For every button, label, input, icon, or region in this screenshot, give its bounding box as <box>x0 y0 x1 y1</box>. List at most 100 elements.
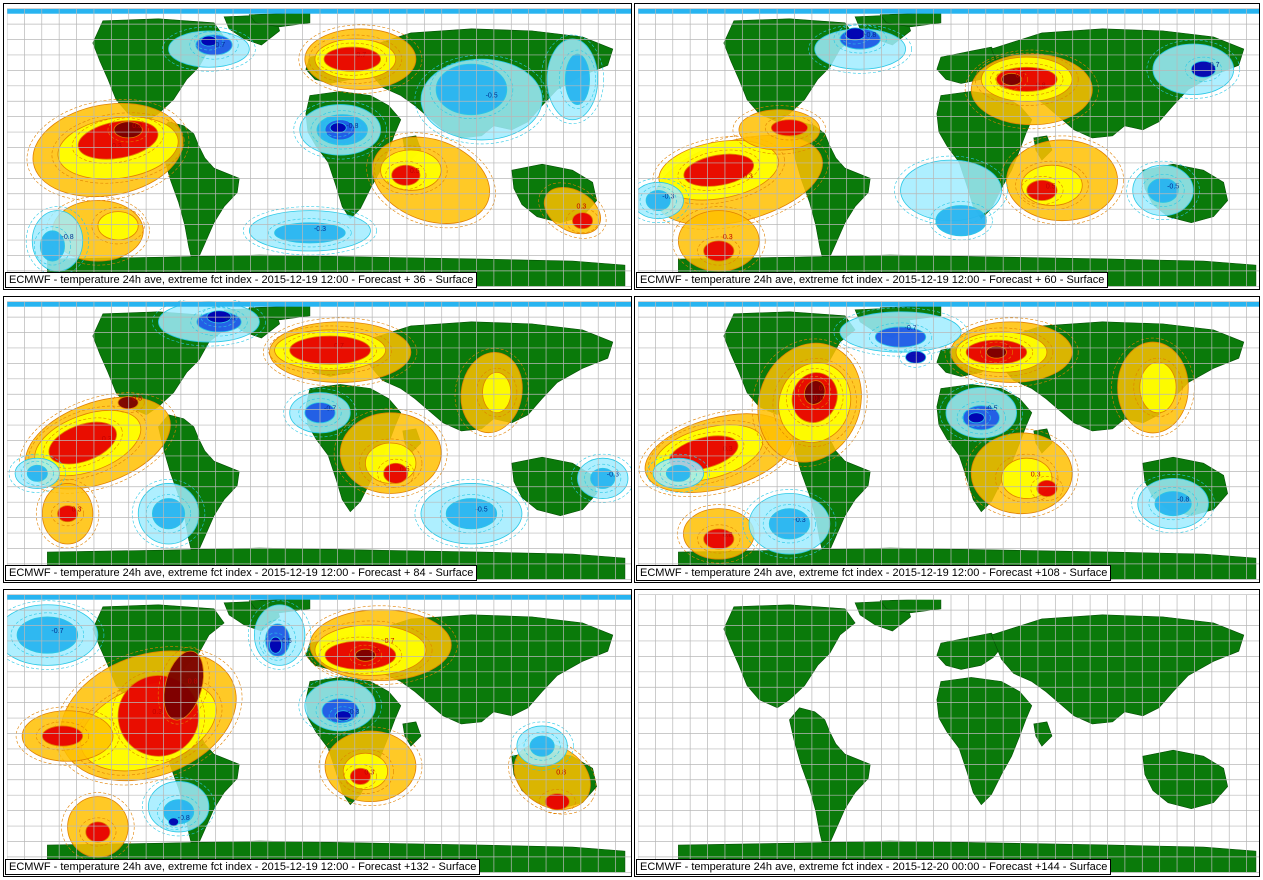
contour-value-label: -0.8 <box>864 32 876 39</box>
land-mass <box>158 414 240 557</box>
contour-line <box>328 706 358 726</box>
eff-field-layer <box>638 307 1215 564</box>
warm-anomaly-region <box>544 793 570 811</box>
contour-value-label: 0.3 <box>576 204 586 211</box>
polar-band <box>638 8 1259 14</box>
contour-line <box>377 458 415 488</box>
cold-anomaly-region <box>529 735 555 757</box>
land-mass <box>936 632 1002 670</box>
cold-anomaly-region <box>564 53 590 105</box>
world-map: 0.30.80.70.50.30.8-0.7-0.5-0.3-0.8 <box>638 301 1259 580</box>
cold-anomaly-region <box>844 27 866 41</box>
eff-field-layer <box>8 300 631 549</box>
contour-line <box>672 206 766 276</box>
contour-line <box>259 619 297 661</box>
contour-line <box>317 42 387 76</box>
contour-line <box>964 428 1079 519</box>
warm-anomaly-region <box>1001 72 1023 86</box>
contour-value-label: -0.5 <box>486 93 498 100</box>
contour-line <box>333 408 448 498</box>
warm-anomaly-region <box>354 648 376 662</box>
contour-value-label: -0.8 <box>62 234 74 241</box>
contour-value-label: -0.5 <box>1167 183 1179 190</box>
contour-line <box>979 341 1013 363</box>
contour-line <box>268 218 352 248</box>
graticule <box>7 594 631 873</box>
warm-anomaly-region <box>803 380 826 405</box>
contour-line <box>20 460 54 486</box>
contour-line <box>454 348 529 438</box>
contour-line <box>318 726 423 806</box>
contour-line <box>764 115 814 141</box>
contour-labels: 0.3 0.8 0.7 0.5 0.3 0.8 -0.7 -0.5 -0.3 -0.8 <box>723 325 1190 539</box>
contour-line <box>152 300 266 347</box>
warm-anomaly-region <box>41 725 84 747</box>
warm-anomaly-region <box>703 240 735 262</box>
contour-line <box>263 317 418 387</box>
land-mass <box>1033 721 1053 747</box>
contour-value-label: 0.8 <box>132 123 142 130</box>
contour-value-label: -0.7 <box>905 325 917 332</box>
contour-line <box>798 376 832 409</box>
land-mass <box>990 614 1245 725</box>
contour-line <box>162 26 256 72</box>
contour-line <box>476 368 518 418</box>
contour-line <box>308 620 433 680</box>
contour-value-label: 0.7 <box>819 386 829 393</box>
contour-value-label: -0.3 <box>793 517 805 524</box>
contour-line <box>190 307 248 337</box>
graticule <box>638 8 1259 287</box>
contour-line <box>868 322 933 352</box>
contour-value-label: 0.3 <box>364 769 374 776</box>
contour-line <box>959 335 1034 369</box>
cold-anomaly-region <box>905 350 927 364</box>
contour-line <box>732 105 827 155</box>
contour-line <box>772 358 857 448</box>
contour-line <box>10 612 85 658</box>
warm-anomaly-region <box>1026 179 1058 201</box>
contour-line <box>1030 476 1064 501</box>
cold-anomaly-region <box>768 508 811 540</box>
contour-value-label: -0.8 <box>178 815 190 822</box>
contour-value-label: 0.5 <box>369 648 379 655</box>
contour-value-label: 0.3 <box>112 143 122 150</box>
contour-line <box>111 392 145 414</box>
contour-line <box>649 130 829 230</box>
contour-line <box>833 24 887 54</box>
contour-line <box>283 331 377 369</box>
contour-line <box>15 706 120 766</box>
cold-anomaly-region <box>874 326 927 348</box>
contour-value-label: -0.3 <box>662 193 674 200</box>
contour-line <box>189 30 239 60</box>
contour-line <box>194 31 224 51</box>
contour-line <box>571 453 631 503</box>
cold-anomaly-region <box>1147 177 1179 203</box>
contour-line <box>785 368 844 428</box>
cold-anomaly-region <box>26 464 48 482</box>
contour-line <box>79 817 117 847</box>
panel-caption: ECMWF - temperature 24h ave, extreme fct… <box>5 859 481 875</box>
polar-band <box>7 301 631 307</box>
contour-line <box>1015 160 1089 210</box>
contour-value-label: 0.8 <box>556 769 566 776</box>
contour-line <box>318 636 403 674</box>
contour-value-label: -0.7 <box>324 406 336 413</box>
contour-line <box>298 24 423 94</box>
contour-line <box>899 346 933 368</box>
world-map: 0.30.80.70.50.3-0.8-0.7-0.5-0.3-0.8 <box>7 8 631 287</box>
contour-line <box>293 100 387 160</box>
contour-line <box>1141 173 1185 207</box>
contour-line <box>429 59 514 120</box>
contour-line <box>990 62 1064 96</box>
cold-anomaly-region <box>329 122 347 134</box>
contour-value-label: 0.8 <box>723 532 733 539</box>
contour-line <box>42 417 123 469</box>
polar-band <box>7 8 631 14</box>
contour-line <box>566 208 599 234</box>
contour-line <box>523 731 561 761</box>
panel-caption: ECMWF - temperature 24h ave, extreme fct… <box>636 565 1112 581</box>
contour-value-label: 0.7 <box>334 343 344 350</box>
cold-anomaly-region <box>645 190 671 212</box>
contour-value-label: 0.7 <box>356 52 366 59</box>
